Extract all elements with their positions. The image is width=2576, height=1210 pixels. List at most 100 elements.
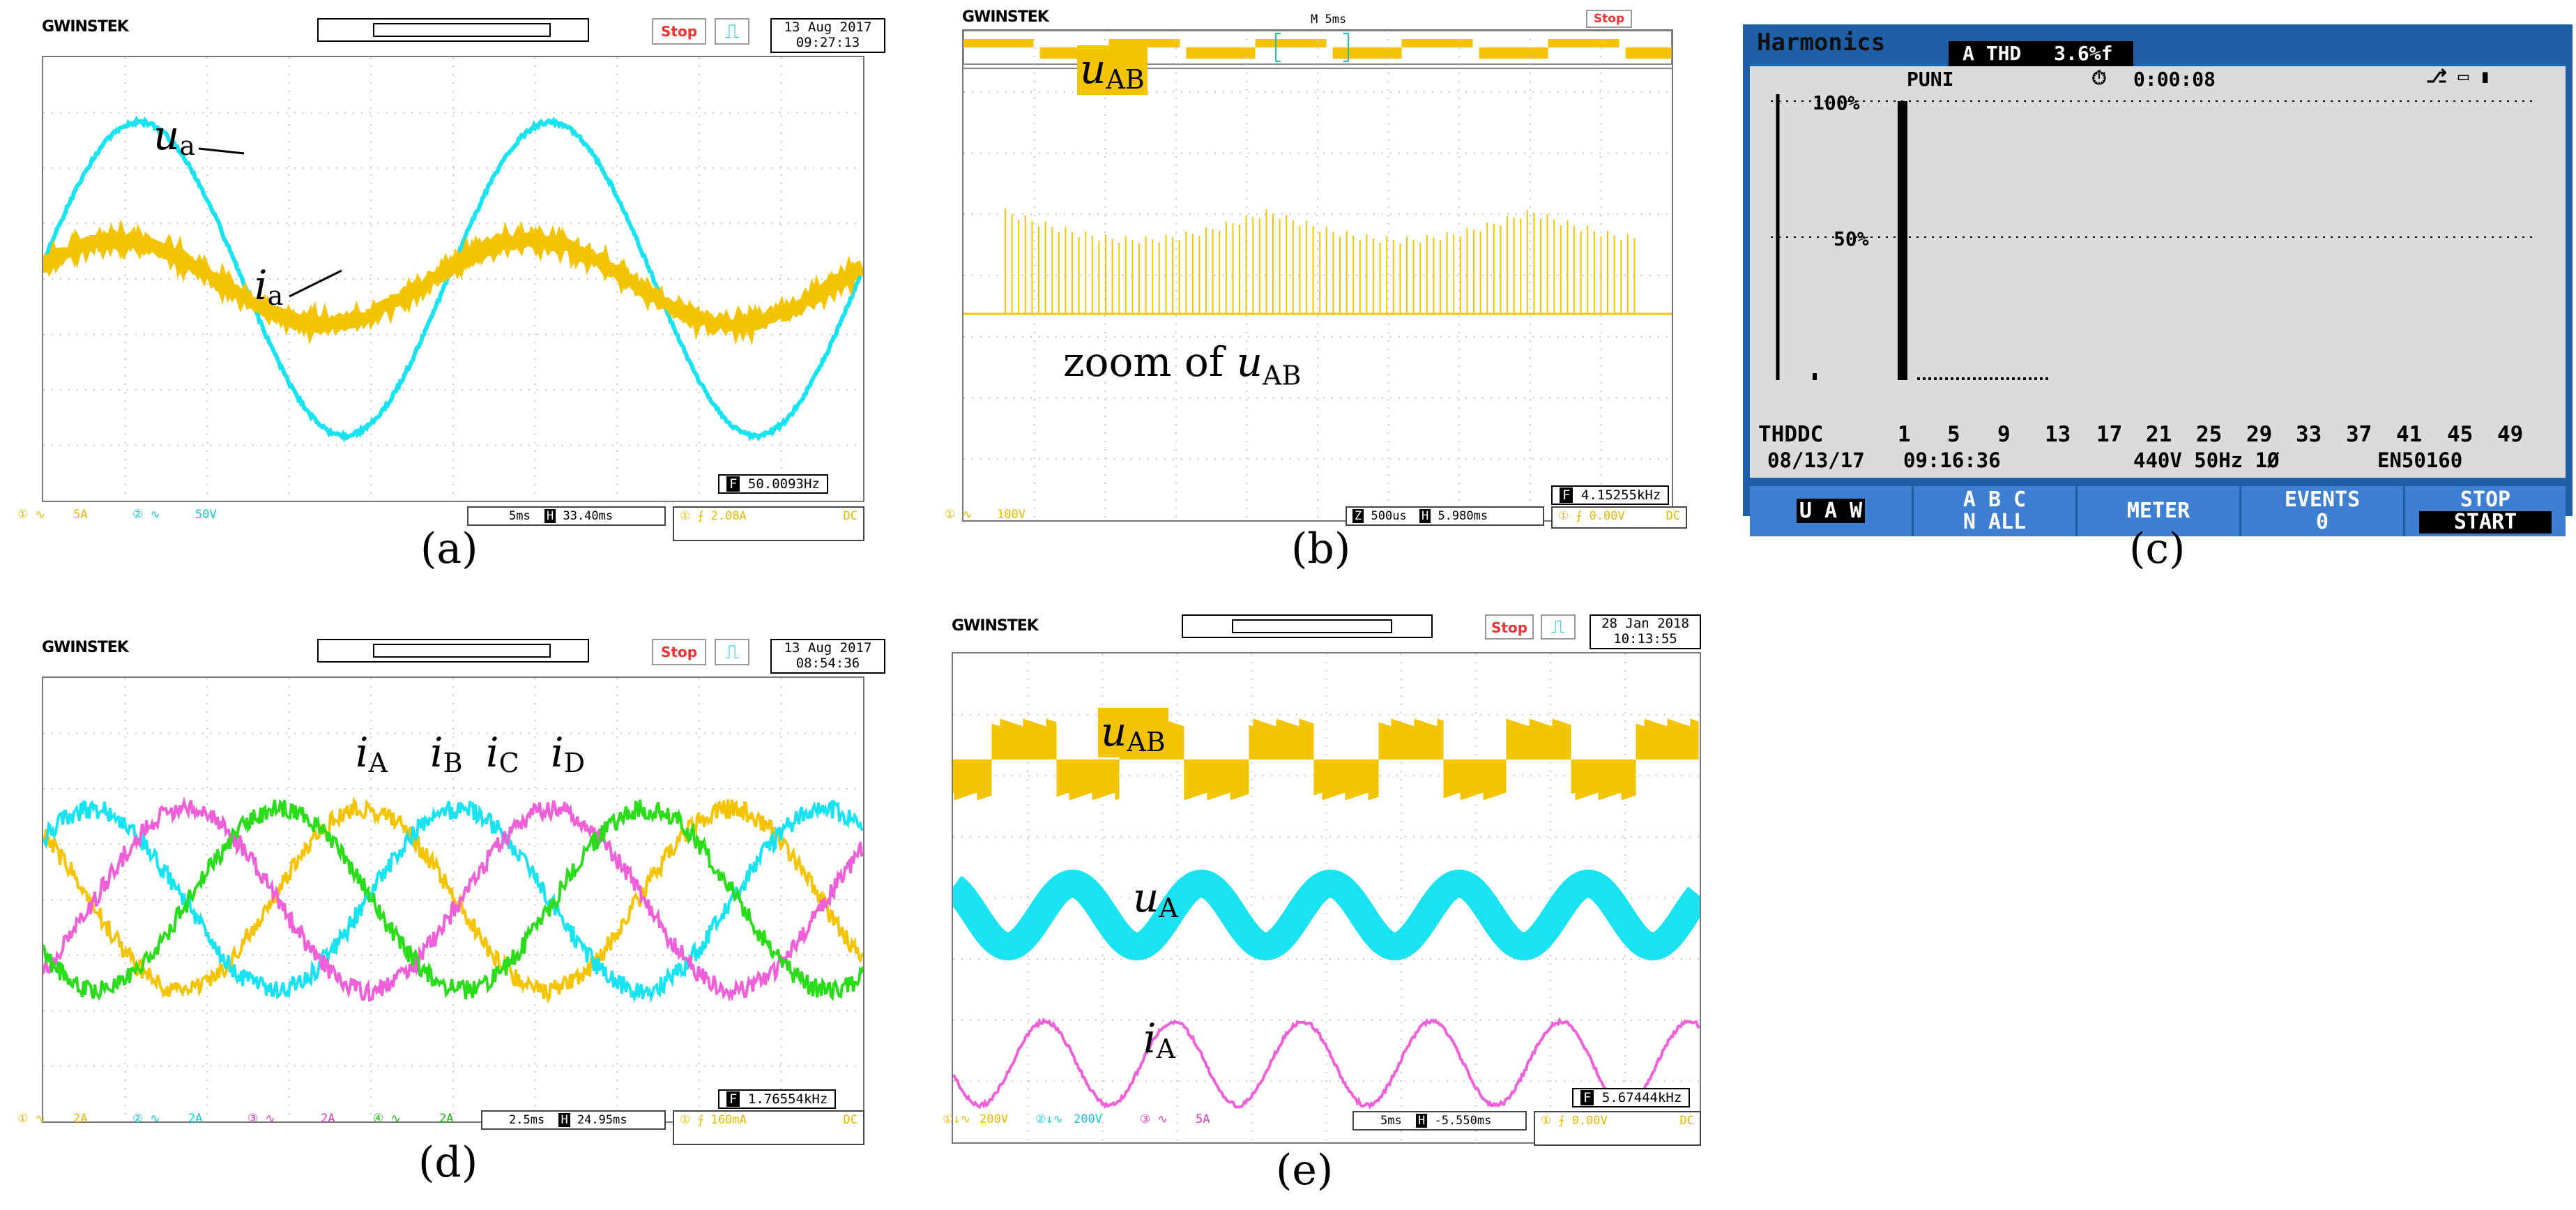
- label-ic: iC: [486, 729, 519, 778]
- tick: 45: [2447, 422, 2473, 447]
- frequency-readout: F 5.67444kHz: [1572, 1088, 1690, 1107]
- bar-harmonic: [2045, 377, 2048, 380]
- freq-marker: F: [1560, 487, 1573, 503]
- trigger-coupling: DC: [844, 1112, 858, 1128]
- thd-value: 3.6%f: [2054, 42, 2112, 65]
- trigger-level: 0.00V: [1590, 509, 1625, 523]
- analyzer-body: PUNI ⏱ 0:00:08 ⎇ ▭ ▮ 100% 50% THDDC 1 5 9…: [1750, 66, 2566, 478]
- ch2-scale: 200V: [1074, 1112, 1102, 1126]
- date: 28 Jan 2018: [1591, 616, 1700, 631]
- scope-plot-e: [953, 653, 1700, 1142]
- ch2-scale: 2A: [188, 1112, 202, 1126]
- h-position: 24.95ms: [577, 1113, 627, 1127]
- stop-start-button[interactable]: STOP START: [2405, 486, 2566, 536]
- waveform-overview: [1182, 614, 1433, 638]
- date: 13 Aug 2017: [772, 640, 884, 656]
- h-marker: H: [1416, 1114, 1427, 1128]
- tick: 5: [1947, 422, 1960, 447]
- tick: 25: [2196, 422, 2222, 447]
- panel-a: GWINSTEK Stop ⎍ 13 Aug 2017 09:27:13 F 5…: [14, 14, 864, 572]
- ch1-scale: 200V: [980, 1112, 1008, 1126]
- caption-d: (d): [418, 1138, 478, 1187]
- h-marker: H: [558, 1113, 570, 1127]
- ch1-scale: 100V: [997, 508, 1026, 522]
- trigger-icon: ⎍: [715, 639, 749, 665]
- ch3-scale: 2A: [321, 1112, 335, 1126]
- timebase-box: Z 500us H 5.980ms: [1346, 506, 1544, 526]
- status-line: 08/13/17 09:16:36 440V 50Hz 1Ø EN50160: [1750, 448, 2566, 476]
- bar-harmonic: [1934, 377, 1937, 380]
- bar-harmonic: [1984, 377, 1987, 380]
- scope-bottom-bar: ① ∿ 2A ② ∿ 2A ③ ∿ 2A ④ ∿ 2A 2.5ms H 24.9…: [14, 1110, 864, 1130]
- bar-harmonic: [1973, 377, 1976, 380]
- uaw-button[interactable]: U A W: [1750, 486, 1914, 536]
- bar-harmonic: [2006, 377, 2009, 380]
- brand-logo: GWINSTEK: [42, 639, 128, 656]
- bar-harmonic: [1928, 377, 1931, 380]
- zoom-timebase: 500us: [1371, 509, 1407, 523]
- panel-b: GWINSTEK M 5ms Stop F 4.15255kHz ① ∿ 100…: [941, 14, 1687, 572]
- bar-harmonic: [1939, 377, 1942, 380]
- ch4-scale: 2A: [439, 1112, 453, 1126]
- scope-header: GWINSTEK Stop ⎍ 28 Jan 2018 10:13:55: [952, 610, 1701, 638]
- bar-fundamental: [1898, 101, 1907, 380]
- tick: 37: [2346, 422, 2372, 447]
- caption-c: (c): [2129, 524, 2185, 573]
- standard: EN50160: [2377, 448, 2462, 472]
- supply: 440V 50Hz 1Ø: [2133, 448, 2280, 472]
- tick: 1: [1898, 422, 1911, 447]
- trigger-coupling: DC: [1680, 1112, 1694, 1129]
- tick: 41: [2396, 422, 2422, 447]
- trigger-level: 160mA: [711, 1113, 747, 1127]
- scope-screen: [962, 29, 1673, 522]
- label-leader-lines: [14, 14, 864, 572]
- tick: 9: [1997, 422, 2011, 447]
- date: 08/13/17: [1767, 448, 1865, 472]
- freq-value: 4.15255kHz: [1581, 487, 1661, 503]
- tick: 17: [2096, 422, 2122, 447]
- ch3-scale: 5A: [1196, 1112, 1210, 1126]
- harmonics-bar-chart: 100% 50%: [1750, 87, 2566, 387]
- caption-e: (e): [1276, 1146, 1333, 1195]
- bar-harmonic: [1923, 377, 1926, 380]
- label-uab: uAB: [1098, 708, 1168, 757]
- panel-d: GWINSTEK Stop ⎍ 13 Aug 2017 08:54:36 F 1…: [14, 635, 864, 1207]
- timer-icon: ⏱: [2091, 66, 2107, 90]
- scope-bottom-bar: ① ∿ 100V Z 500us H 5.980ms ① ⨍ 0.00V DC: [941, 506, 1687, 526]
- stop-button[interactable]: Stop: [1485, 614, 1534, 640]
- date-time: 13 Aug 2017 08:54:36: [770, 639, 885, 674]
- bar-harmonic: [2018, 377, 2020, 380]
- freq-value: 5.67444kHz: [1602, 1090, 1682, 1105]
- zoom-marker: Z: [1352, 509, 1364, 523]
- stop-button[interactable]: Stop: [1586, 10, 1632, 28]
- timebase: 2.5ms: [509, 1113, 544, 1127]
- label-ia: iA: [356, 729, 388, 778]
- bar-harmonic: [2034, 377, 2037, 380]
- scope-header: GWINSTEK M 5ms Stop: [962, 14, 1673, 31]
- tick: 29: [2246, 422, 2272, 447]
- brand-logo: GWINSTEK: [952, 617, 1038, 635]
- waveform-overview: [317, 639, 589, 663]
- events-button[interactable]: EVENTS 0: [2241, 486, 2405, 536]
- timebase-top: M 5ms: [1311, 13, 1346, 27]
- tick: 21: [2146, 422, 2172, 447]
- h-position: -5.550ms: [1434, 1114, 1491, 1128]
- tick-thddc: THDDC: [1758, 422, 1823, 447]
- h-position: 5.980ms: [1438, 509, 1488, 523]
- bar-harmonic: [2023, 377, 2026, 380]
- ua-trace: [953, 884, 1699, 946]
- timebase-box: 5ms H -5.550ms: [1352, 1111, 1527, 1130]
- timebase-box: 2.5ms H 24.95ms: [481, 1110, 666, 1130]
- tick: 49: [2497, 422, 2523, 447]
- bar-harmonic: [2029, 377, 2032, 380]
- label-ua: uA: [1133, 874, 1178, 923]
- timebase: 5ms: [1380, 1114, 1402, 1128]
- phase-button[interactable]: A B CN ALL: [1914, 486, 2078, 536]
- stop-button[interactable]: Stop: [652, 639, 706, 665]
- panel-c-analyzer: Harmonics A THD 3.6%f PUNI ⏱ 0:00:08 ⎇ ▭…: [1743, 24, 2573, 516]
- label-ib: iB: [430, 729, 463, 778]
- bar-harmonic: [1956, 377, 1959, 380]
- label-ia: iA: [1143, 1015, 1175, 1064]
- scope-bottom-bar: ①↓∿ 200V ②↓∿ 200V ③ ∿ 5A 5ms H -5.550ms …: [941, 1111, 1708, 1130]
- brand-logo: GWINSTEK: [962, 8, 1049, 26]
